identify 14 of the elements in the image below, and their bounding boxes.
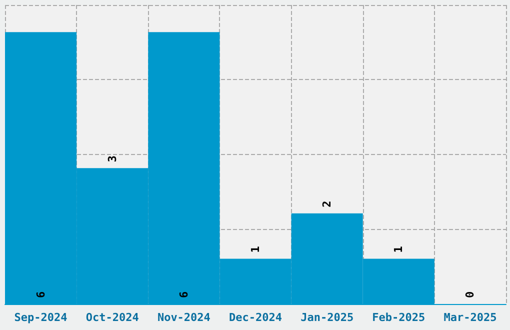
- data-label: 1: [249, 246, 262, 253]
- data-label: 1: [392, 246, 406, 253]
- data-label: 0: [464, 291, 477, 298]
- data-label: 6: [177, 291, 190, 298]
- data-label: 3: [106, 155, 119, 162]
- x-tick-label: Oct-2024: [86, 311, 140, 324]
- x-tick-label: Feb-2025: [372, 311, 426, 324]
- data-label: 6: [34, 291, 48, 298]
- x-tick-label: Mar-2025: [444, 311, 497, 324]
- x-tick-label: Dec-2024: [229, 311, 282, 324]
- data-label: 2: [320, 200, 334, 208]
- x-tick-label: Nov-2024: [157, 311, 211, 324]
- x-tick-label: Jan-2025: [300, 311, 354, 324]
- x-tick-label: Sep-2024: [14, 311, 68, 324]
